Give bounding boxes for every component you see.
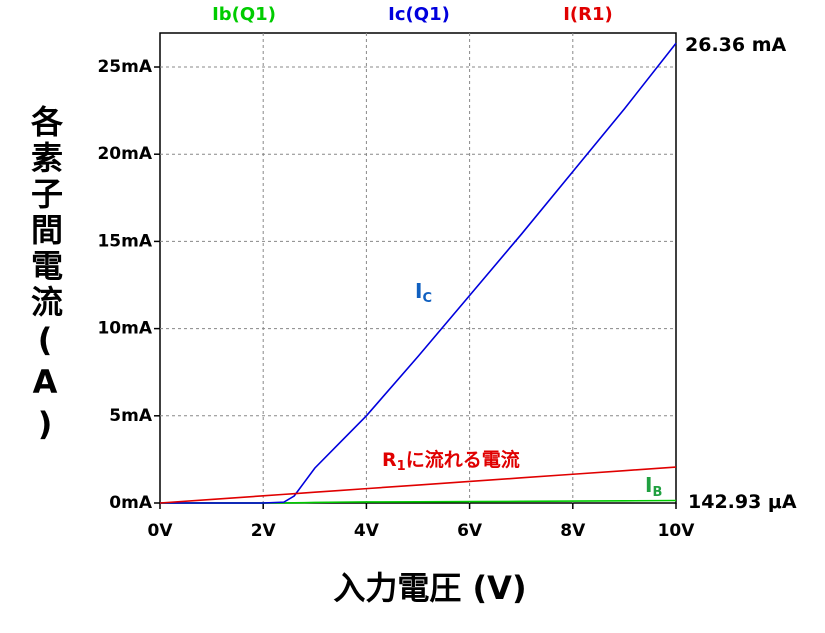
x-axis-label: 入力電圧 (V) — [333, 569, 526, 607]
y-tick-label: 20mA — [97, 144, 152, 164]
legend-entry: Ib(Q1) — [212, 4, 276, 25]
annotation-text: 142.93 μA — [688, 491, 797, 513]
x-tick-label: 10V — [658, 521, 696, 541]
annotation-text: R — [382, 449, 397, 471]
x-tick-label: 4V — [354, 521, 380, 541]
x-tick-label: 8V — [560, 521, 586, 541]
y-axis-label: 各素子間電流(A) — [26, 105, 64, 447]
x-tick-label: 0V — [148, 521, 174, 541]
y-tick-label: 0mA — [109, 493, 153, 513]
annotation-subscript: 1 — [397, 459, 406, 474]
annotation: 26.36 mA — [685, 34, 787, 56]
annotation: 142.93 μA — [688, 491, 797, 513]
annotation-subscript: B — [652, 485, 662, 500]
series-line — [159, 466, 677, 504]
annotation: IC — [415, 279, 432, 306]
legend-entry: I(R1) — [563, 4, 613, 25]
annotation-text: 26.36 mA — [685, 34, 787, 56]
annotation-text: I — [415, 279, 422, 303]
annotation-text: に流れる電流 — [406, 448, 520, 471]
x-tick-label: 6V — [457, 521, 483, 541]
annotation: IB — [645, 473, 662, 500]
annotation-subscript: C — [422, 291, 432, 306]
y-tick-label: 5mA — [109, 406, 153, 426]
y-tick-label: 15mA — [97, 231, 152, 251]
series-line — [160, 42, 677, 504]
legend-entry: Ic(Q1) — [388, 4, 450, 25]
x-tick-label: 2V — [251, 521, 277, 541]
annotation: R1に流れる電流 — [382, 448, 520, 474]
y-tick-label: 25mA — [97, 57, 152, 77]
annotation-text: I — [645, 473, 652, 497]
y-tick-label: 10mA — [97, 319, 152, 339]
plot-frame — [159, 32, 677, 504]
